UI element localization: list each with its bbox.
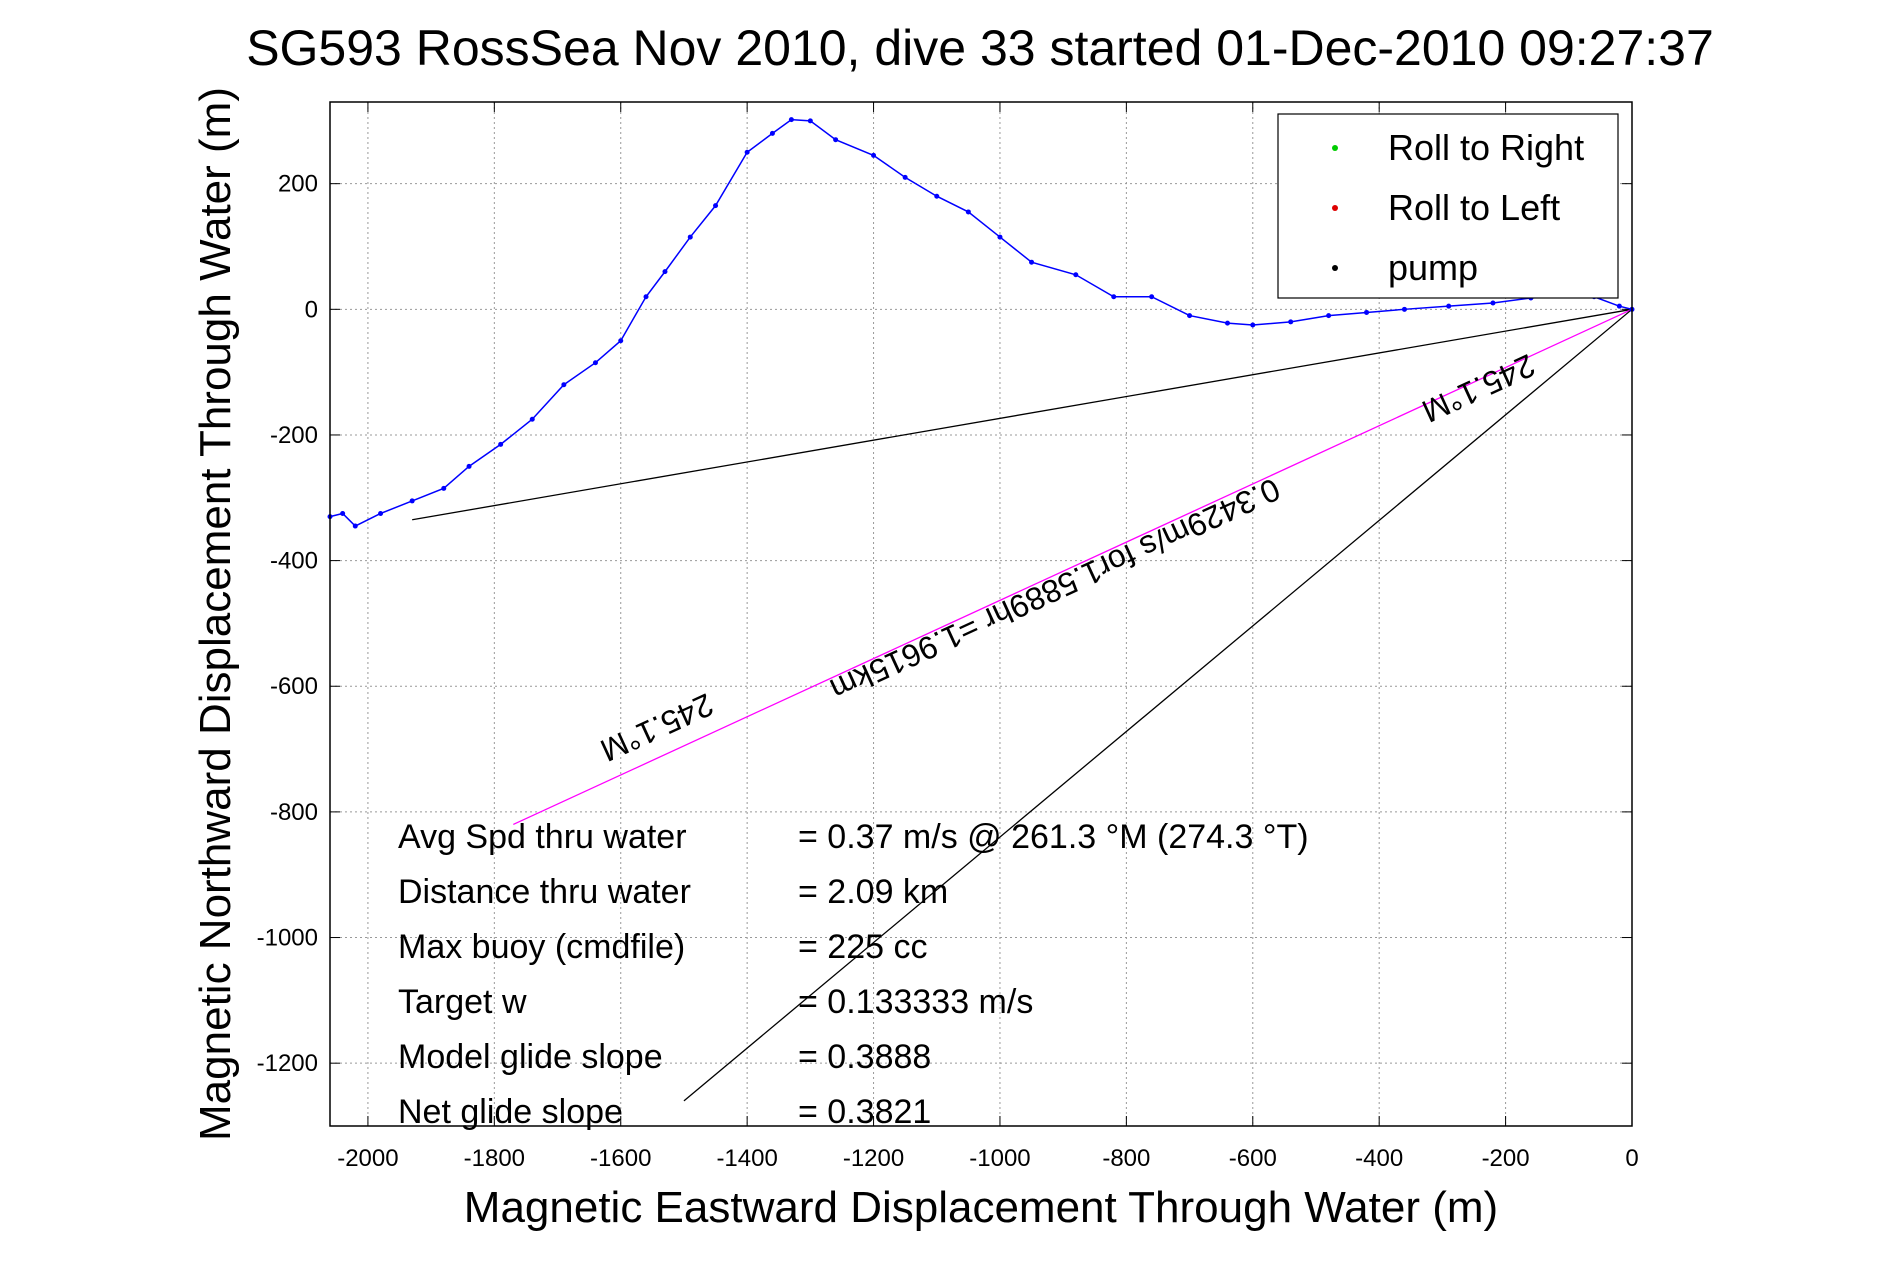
legend-label: Roll to Left [1388,187,1560,228]
x-tick-label: -2000 [337,1145,398,1172]
y-tick-label: -1200 [257,1050,318,1077]
x-tick-label: 0 [1625,1145,1638,1172]
heading-line [513,308,1633,826]
track-point [409,498,415,504]
track-point [662,269,668,275]
stat-label: Target w [398,983,527,1021]
track-point [1326,313,1332,319]
y-tick-label: -400 [270,548,318,575]
legend: Roll to Right Roll to Left pump [1277,113,1619,299]
stat-value: = 0.3888 [798,1038,931,1076]
track-point [1149,294,1155,300]
track-point [1364,309,1370,315]
track-point [1111,294,1117,300]
track-point [1250,322,1256,328]
x-tick-label: -1000 [969,1145,1030,1172]
track-point [713,203,719,209]
y-axis-label: Magnetic Northward Displacement Through … [191,87,240,1141]
stat-label: Model glide slope [398,1038,663,1076]
track-point [902,174,908,180]
y-tick-label: -600 [270,673,318,700]
track-point [1288,319,1294,325]
track-point [965,209,971,215]
x-axis-label: Magnetic Eastward Displacement Through W… [464,1183,1498,1232]
net-glide-line [683,308,1633,1102]
track-point [997,234,1003,240]
stats-block: Avg Spd thru water = 0.37 m/s @ 261.3 °M … [398,818,1309,1131]
track-point [807,118,813,124]
track-point [441,485,447,491]
track-line [329,118,1633,527]
plot-frame [329,101,1633,1127]
track-point [833,137,839,143]
track-point [340,510,346,516]
track-point [769,130,775,136]
track-point [592,360,598,366]
reference-lines [412,308,1633,1102]
y-tick-label: -800 [270,799,318,826]
track-point [352,523,358,529]
track-point [1187,313,1193,319]
stat-label: Net glide slope [398,1093,623,1131]
track-point [1224,320,1230,326]
stat-value: = 0.37 m/s @ 261.3 °M (274.3 °T) [798,818,1309,856]
x-tick-label: -1600 [590,1145,651,1172]
track-point [618,338,624,344]
x-tick-label: -600 [1229,1145,1277,1172]
track-point [378,510,384,516]
track-point [871,152,877,158]
stat-label: Distance thru water [398,873,691,911]
track-point [788,117,794,123]
track-point [529,416,535,422]
avg-spd-line [412,308,1633,521]
y-axis-ticks: -1200 -1000 -800 -600 -400 -200 0 200 [257,171,1632,1077]
track-point [687,234,693,240]
track-point [744,149,750,155]
legend-marker [1332,205,1338,211]
legend-label: pump [1388,247,1478,288]
track-point [1401,306,1407,312]
chart-title: SG593 RossSea Nov 2010, dive 33 started … [246,20,1714,76]
y-tick-label: 0 [305,296,318,323]
track-point [643,294,649,300]
stat-label: Avg Spd thru water [398,818,687,856]
stat-label: Max buoy (cmdfile) [398,928,685,966]
track-point [1029,259,1035,265]
stat-value: = 0.133333 m/s [798,983,1033,1021]
track-point [1446,303,1452,309]
y-tick-label: -1000 [257,925,318,952]
track-point [498,441,504,447]
legend-label: Roll to Right [1388,127,1584,168]
x-tick-label: -1200 [843,1145,904,1172]
track-point [1616,303,1622,309]
legend-marker [1332,145,1338,151]
x-tick-label: -200 [1482,1145,1530,1172]
stat-value: = 2.09 km [798,873,948,911]
stat-value: = 0.3821 [798,1093,931,1131]
y-tick-label: 200 [278,171,318,198]
track-point [561,382,567,388]
x-tick-label: -800 [1102,1145,1150,1172]
x-tick-label: -1800 [464,1145,525,1172]
track-point [934,193,940,199]
track-point [1490,300,1496,306]
x-tick-label: -1400 [716,1145,777,1172]
x-axis-ticks: -2000 -1800 -1600 -1400 -1200 -1000 -800 -600 -4… [337,102,1639,1172]
track-point [466,463,472,469]
track-point [1073,272,1079,278]
legend-marker [1332,265,1338,271]
y-tick-label: -200 [270,422,318,449]
x-tick-label: -400 [1355,1145,1403,1172]
stat-value: = 225 cc [798,928,927,966]
